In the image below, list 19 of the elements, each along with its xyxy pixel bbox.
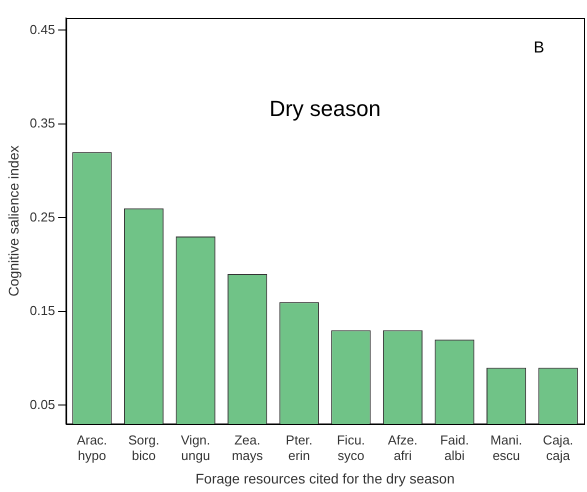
x-tick-label: Caja. caja [542, 432, 574, 463]
x-tick-label: Afze. afri [388, 432, 418, 463]
x-tick-label: Arac. hypo [76, 432, 108, 463]
x-tick-label: Sorg. bico [128, 432, 160, 463]
annotation: B [534, 39, 544, 56]
x-tick-label: Zea. mays [232, 432, 264, 463]
y-axis-title: Cognitive salience index [5, 146, 22, 296]
y-tick-label: 0.45 [30, 22, 56, 37]
text: Dry season [269, 96, 381, 122]
y-tick-label: 0.25 [30, 209, 56, 224]
x-tick-label: Mani. escu [490, 432, 522, 463]
x-axis-title: Forage resources cited for the dry season [195, 470, 455, 486]
y-tick-label: 0.05 [30, 396, 56, 412]
y-tick-label: 0.15 [30, 303, 56, 318]
x-tick-label: Faid. albi [440, 432, 469, 463]
y-tick-label: 0.35 [30, 116, 56, 131]
x-tick-label: Ficu. syco [336, 432, 366, 463]
x-tick-label: Vign. ungu [180, 432, 210, 463]
x-tick-label: Pter. erin [286, 432, 313, 463]
